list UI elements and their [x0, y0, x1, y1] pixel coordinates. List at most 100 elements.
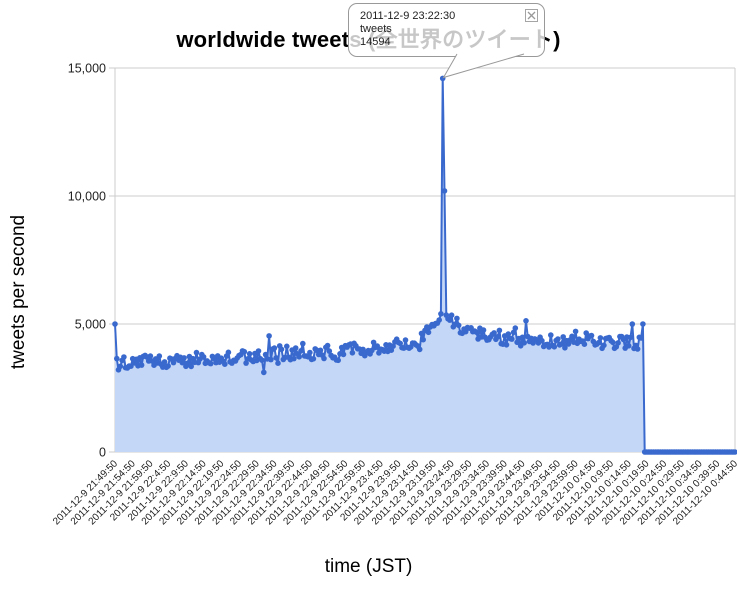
data-point[interactable]: [326, 348, 333, 354]
data-point[interactable]: [519, 334, 526, 341]
data-point[interactable]: [275, 360, 281, 367]
data-point[interactable]: [425, 329, 432, 336]
data-point[interactable]: [510, 329, 517, 336]
data-point[interactable]: [117, 363, 124, 370]
tooltip-close-button[interactable]: [525, 9, 538, 22]
data-point[interactable]: [324, 342, 331, 349]
data-point[interactable]: [165, 363, 171, 369]
data-point[interactable]: [225, 349, 232, 356]
data-point[interactable]: [455, 322, 462, 329]
data-point[interactable]: [161, 359, 168, 365]
data-point[interactable]: [629, 321, 636, 327]
data-point[interactable]: [259, 357, 265, 364]
data-point[interactable]: [509, 336, 515, 342]
data-point[interactable]: [390, 343, 396, 350]
data-point[interactable]: [188, 363, 194, 370]
data-point[interactable]: [255, 348, 262, 354]
data-point[interactable]: [335, 357, 342, 364]
data-point[interactable]: [447, 317, 453, 323]
data-point[interactable]: [439, 75, 446, 82]
data-point[interactable]: [462, 328, 469, 335]
data-point[interactable]: [441, 188, 448, 194]
data-point[interactable]: [560, 334, 566, 340]
data-point[interactable]: [448, 312, 455, 319]
data-point[interactable]: [246, 351, 253, 357]
data-point[interactable]: [273, 355, 280, 361]
data-point[interactable]: [615, 340, 621, 346]
data-point[interactable]: [121, 354, 127, 360]
data-point[interactable]: [402, 337, 409, 343]
data-point[interactable]: [298, 348, 304, 354]
data-point[interactable]: [496, 327, 503, 334]
data-point[interactable]: [454, 315, 460, 322]
data-point[interactable]: [156, 353, 163, 359]
data-point[interactable]: [200, 354, 207, 360]
data-point[interactable]: [184, 360, 191, 367]
data-point[interactable]: [565, 341, 572, 347]
data-point[interactable]: [634, 346, 641, 352]
data-point[interactable]: [300, 340, 306, 347]
data-point[interactable]: [480, 327, 487, 333]
data-point[interactable]: [340, 351, 347, 358]
data-point[interactable]: [610, 339, 616, 346]
data-point[interactable]: [473, 329, 480, 336]
data-point[interactable]: [310, 356, 317, 362]
data-point[interactable]: [601, 342, 607, 349]
data-point[interactable]: [588, 332, 595, 339]
data-point[interactable]: [732, 449, 737, 455]
data-point[interactable]: [193, 349, 200, 356]
data-point[interactable]: [307, 349, 313, 356]
data-point[interactable]: [491, 330, 497, 336]
data-point[interactable]: [268, 356, 274, 363]
data-point[interactable]: [266, 333, 272, 339]
data-point[interactable]: [581, 341, 588, 348]
data-point[interactable]: [241, 348, 248, 355]
data-point[interactable]: [438, 311, 444, 317]
data-point[interactable]: [321, 355, 327, 362]
data-point[interactable]: [416, 346, 423, 353]
data-point[interactable]: [539, 337, 545, 344]
data-point[interactable]: [128, 363, 134, 370]
data-point[interactable]: [562, 345, 568, 351]
data-point[interactable]: [551, 344, 558, 350]
data-point[interactable]: [625, 343, 632, 349]
data-point[interactable]: [505, 331, 512, 337]
data-point[interactable]: [597, 335, 604, 341]
data-point[interactable]: [512, 325, 519, 331]
data-point[interactable]: [627, 334, 634, 341]
data-point[interactable]: [420, 336, 427, 343]
data-point[interactable]: [521, 340, 527, 346]
data-point[interactable]: [291, 355, 297, 362]
data-point[interactable]: [494, 334, 501, 340]
data-point[interactable]: [296, 354, 303, 360]
data-point[interactable]: [112, 321, 118, 327]
data-point[interactable]: [138, 362, 145, 368]
data-point[interactable]: [349, 350, 356, 356]
data-point[interactable]: [181, 355, 187, 361]
data-point[interactable]: [292, 345, 299, 351]
data-point[interactable]: [370, 339, 377, 346]
data-point[interactable]: [271, 345, 278, 351]
data-point[interactable]: [555, 336, 561, 342]
data-point[interactable]: [436, 317, 443, 323]
data-point[interactable]: [261, 369, 267, 376]
data-point[interactable]: [640, 321, 646, 327]
data-point[interactable]: [278, 346, 285, 353]
data-point[interactable]: [503, 342, 510, 348]
data-point[interactable]: [638, 335, 644, 341]
data-point[interactable]: [284, 343, 290, 350]
data-point[interactable]: [147, 353, 154, 359]
data-point[interactable]: [222, 361, 228, 368]
data-point[interactable]: [595, 339, 602, 346]
data-point[interactable]: [179, 359, 186, 366]
data-point[interactable]: [207, 360, 214, 367]
data-point[interactable]: [572, 328, 579, 335]
data-point[interactable]: [317, 347, 324, 354]
data-point[interactable]: [569, 333, 575, 340]
data-point[interactable]: [114, 355, 120, 362]
data-point[interactable]: [262, 351, 269, 358]
data-point[interactable]: [558, 341, 565, 347]
data-point[interactable]: [397, 340, 404, 347]
data-point[interactable]: [243, 360, 249, 366]
data-point[interactable]: [548, 332, 554, 338]
